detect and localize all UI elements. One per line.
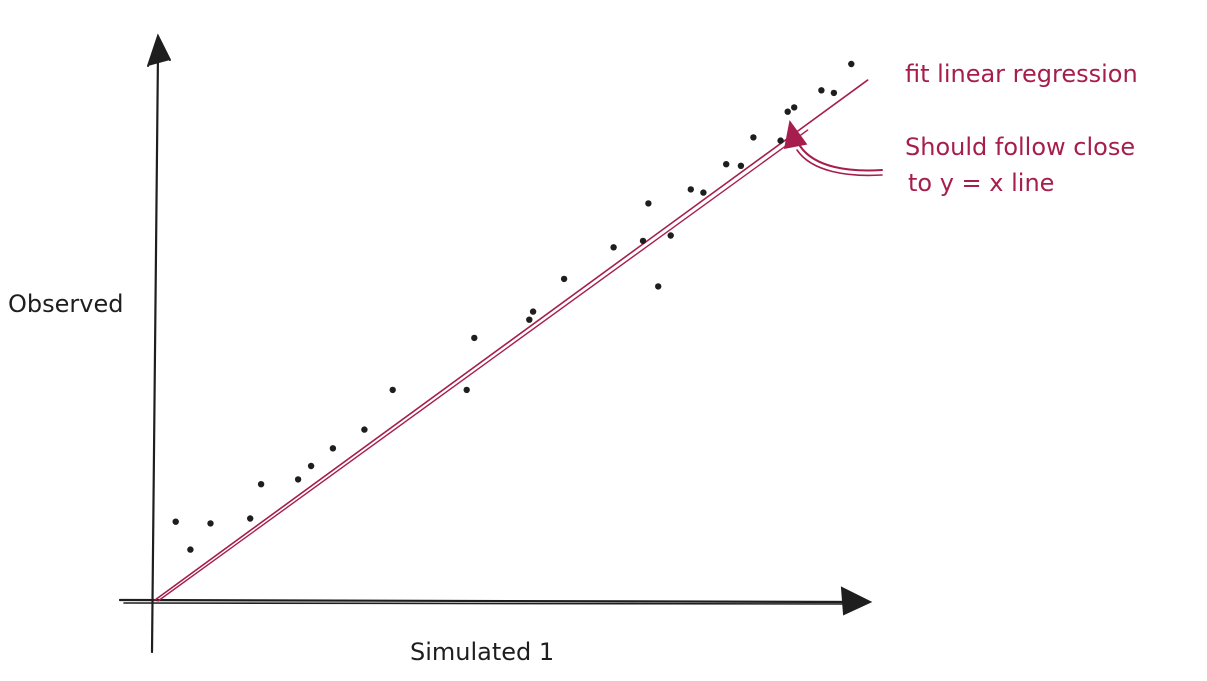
regression-line-stroke bbox=[154, 79, 869, 601]
data-point bbox=[818, 87, 825, 94]
data-point bbox=[294, 476, 302, 483]
data-point bbox=[830, 89, 838, 97]
data-point bbox=[207, 520, 214, 527]
y-axis-arrowhead bbox=[147, 33, 171, 67]
regression-line-stroke-2 bbox=[157, 129, 809, 602]
regression-label: fit linear regression bbox=[905, 60, 1138, 88]
data-point bbox=[610, 244, 617, 251]
data-point bbox=[471, 334, 478, 342]
data-point bbox=[361, 426, 368, 433]
y-axis-label: Observed bbox=[8, 290, 123, 318]
data-point bbox=[700, 189, 707, 196]
annotation-arrowhead bbox=[783, 120, 808, 150]
x-axis-line-2 bbox=[123, 602, 859, 605]
data-point bbox=[560, 275, 568, 283]
data-point bbox=[645, 200, 652, 207]
data-points bbox=[172, 60, 855, 553]
data-point bbox=[463, 386, 470, 394]
data-point bbox=[737, 162, 745, 169]
data-point bbox=[172, 518, 179, 525]
data-point bbox=[257, 481, 265, 488]
data-point bbox=[750, 134, 757, 141]
annotation-arrow bbox=[783, 120, 883, 177]
x-axis-line bbox=[118, 598, 864, 604]
data-point bbox=[329, 445, 337, 452]
y-axis-line bbox=[150, 50, 160, 654]
data-point bbox=[848, 60, 855, 68]
data-point bbox=[529, 308, 537, 315]
data-point bbox=[187, 546, 194, 553]
data-point bbox=[791, 104, 798, 111]
data-point bbox=[723, 161, 730, 168]
x-axis-arrowhead bbox=[840, 586, 873, 616]
data-point bbox=[667, 232, 674, 239]
data-point bbox=[655, 283, 662, 290]
regression-line bbox=[154, 79, 869, 602]
data-point bbox=[687, 186, 694, 193]
data-point bbox=[777, 137, 784, 144]
data-point bbox=[526, 316, 533, 323]
data-point bbox=[389, 386, 396, 394]
annotation-text-line-1: Should follow close bbox=[905, 133, 1135, 161]
data-point bbox=[784, 108, 791, 115]
data-point bbox=[307, 462, 315, 470]
data-point bbox=[639, 237, 647, 245]
annotation-text-line-2: to y = x line bbox=[908, 169, 1054, 197]
data-point bbox=[247, 515, 254, 522]
axes bbox=[118, 33, 873, 654]
x-axis-label: Simulated 1 bbox=[410, 638, 554, 666]
